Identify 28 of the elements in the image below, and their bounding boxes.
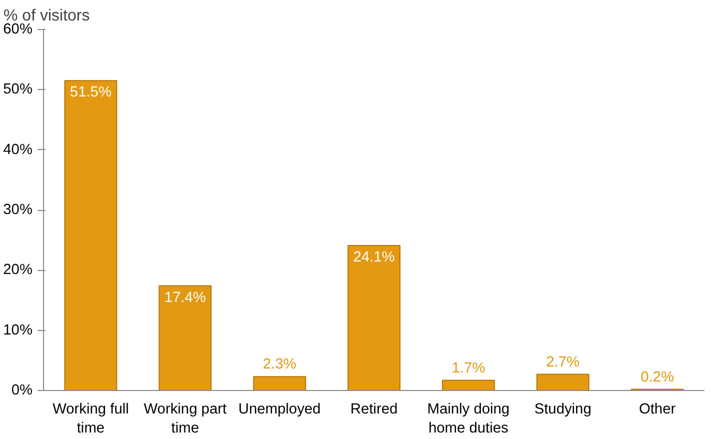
y-tick-label: 30% [3,202,33,218]
y-axis-title: % of visitors [4,8,90,24]
bar [536,374,590,390]
y-tick-label: 40% [3,142,33,158]
y-tick-label: 50% [3,82,33,98]
x-tick-label: Retired [350,402,398,418]
x-tick-label: Mainly doing home duties [427,402,510,437]
y-tick-label: 20% [3,262,33,278]
data-label: 2.7% [546,354,580,370]
x-tick-label: Studying [534,402,592,418]
bar [442,380,495,390]
data-label: 17.4% [164,290,206,306]
bar [158,285,212,390]
x-tick-label: Other [638,402,676,418]
y-tick-label: 0% [11,382,33,398]
x-tick-label: Working part time [144,402,227,437]
x-tick-label: Unemployed [238,402,321,418]
data-label: 24.1% [353,250,395,266]
x-tick-label: Working full time [52,402,129,437]
data-label: 51.5% [70,84,112,101]
bar [348,245,400,390]
y-tick-label: 10% [3,322,33,338]
bar [64,80,118,390]
y-tick-label: 60% [3,22,33,38]
data-label: 1.7% [452,360,486,376]
data-label: 0.2% [640,369,674,386]
bar [253,376,306,390]
data-label: 2.3% [262,356,296,373]
